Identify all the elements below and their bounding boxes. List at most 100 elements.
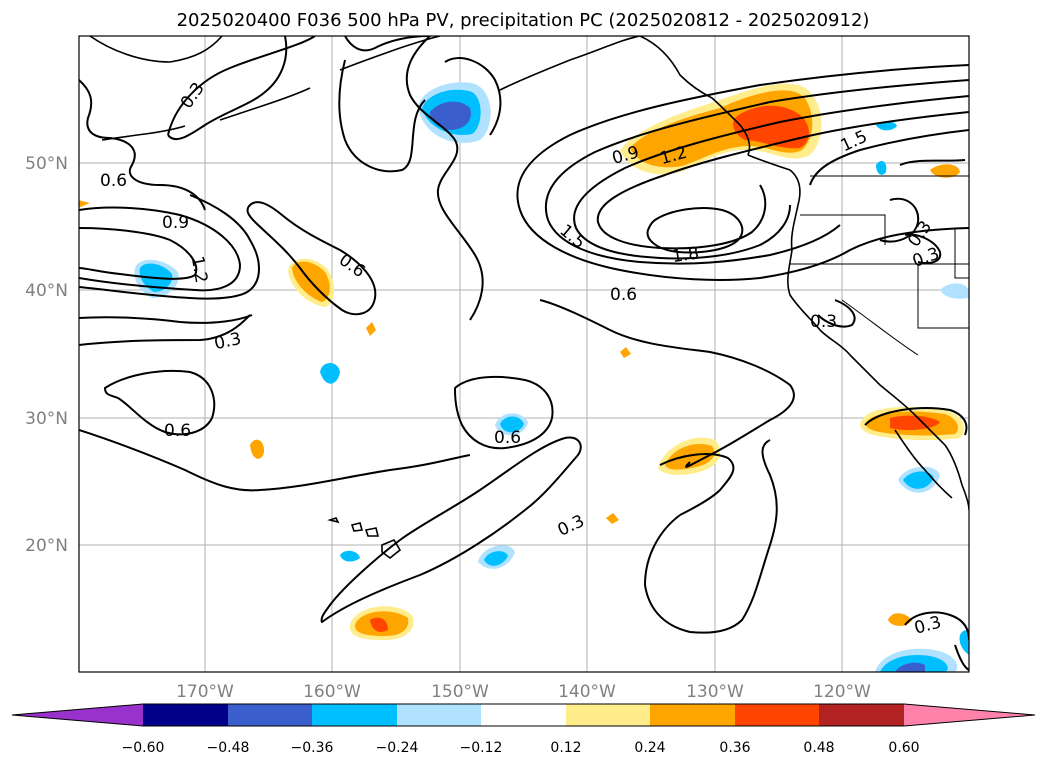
map-frame <box>78 35 970 673</box>
lat-label: 20°N <box>25 536 68 556</box>
lon-label: 130°W <box>686 682 744 702</box>
contour-0.3-se <box>904 611 969 641</box>
contour-label: 0.6 <box>494 428 521 448</box>
coast-alaska-south <box>499 36 641 91</box>
contour-label: 0.3 <box>177 79 209 113</box>
colorbar-segment <box>735 704 819 726</box>
precip-neg-small-8 <box>876 160 887 175</box>
colorbar: −0.60 −0.48 −0.36 −0.24 −0.12 0.12 0.24 … <box>11 703 1036 756</box>
precip-pos-small-2 <box>366 322 376 336</box>
colorbar-outline <box>11 703 1036 727</box>
contour-0.3-nw-b <box>167 36 288 141</box>
contour-0.3-nw <box>167 36 316 136</box>
contour-0.3-goa <box>405 36 484 321</box>
contour-1.2-jet <box>573 95 969 260</box>
precip-pos-small-3 <box>620 347 631 358</box>
precip-pos-small-1 <box>250 439 265 459</box>
contour-label: 1.8 <box>671 244 701 268</box>
colorbar-tick-label: 0.24 <box>634 740 665 756</box>
contour-0.3-diagonal <box>320 436 582 623</box>
colorbar-ticks: −0.60 −0.48 −0.36 −0.24 −0.12 0.12 0.24 … <box>122 740 920 756</box>
contour-0.6-blob <box>246 201 377 316</box>
coast-bering <box>89 36 223 63</box>
figure-title: 2025020400 F036 500 hPa PV, precipitatio… <box>177 10 870 31</box>
precip-neg-south-strong <box>895 662 925 672</box>
colorbar-segment <box>819 704 904 726</box>
coast-hawaii-3 <box>364 527 380 537</box>
coast-alaska-peninsula <box>339 36 441 71</box>
coast-california-n <box>787 249 851 356</box>
colorbar-segment <box>228 704 312 726</box>
contour-label: 1.5 <box>838 127 871 157</box>
colorbar-segment <box>566 704 650 726</box>
colorbar-tick-label: 0.36 <box>719 740 750 756</box>
contour-0.3-east-hook <box>659 453 735 516</box>
contour-0.6-loop-c <box>454 375 554 450</box>
precip-pos-mid-mid <box>665 444 715 470</box>
contour-0.3-central <box>79 429 471 492</box>
colorbar-tick-label: 0.60 <box>888 740 919 756</box>
precip-neg-small-1 <box>320 363 340 384</box>
borders <box>790 175 969 356</box>
coast-hawaii-1 <box>327 517 340 524</box>
contour-label: 1.5 <box>555 221 589 254</box>
contour-0.3-west-b <box>79 314 251 346</box>
border-nevada <box>917 265 969 329</box>
precip-pos-small-4 <box>606 513 619 524</box>
colorbar-segment <box>312 704 397 726</box>
colorbar-segment <box>650 704 735 726</box>
lon-label: 170°W <box>176 682 234 702</box>
coast-aleutians-w <box>101 125 186 141</box>
colorbar-segment <box>904 704 1035 726</box>
coast-mexico <box>961 484 969 511</box>
lat-label: 30°N <box>25 409 68 429</box>
coast-washington <box>747 154 801 251</box>
contour-label: 0.6 <box>100 171 127 191</box>
contour-label: 0.3 <box>555 511 588 541</box>
colorbar-tick-label: −0.12 <box>460 740 503 756</box>
contour-1.5-jet <box>596 111 969 250</box>
colorbar-tick-label: 0.48 <box>803 740 834 756</box>
contour-0.3-east-loop <box>644 439 778 634</box>
precip-pos-south-strong <box>370 617 388 632</box>
colorbar-tick-label: −0.60 <box>122 740 165 756</box>
contour-0.9-west <box>79 206 241 292</box>
colorbar-tick-label: −0.48 <box>207 740 250 756</box>
colorbar-segment <box>481 704 566 726</box>
contour-label: 1.2 <box>187 255 211 285</box>
contour-label: 0.3 <box>212 329 243 354</box>
colorbar-segment <box>143 704 228 726</box>
lon-label: 160°W <box>303 682 361 702</box>
contour-label: 0.6 <box>610 285 637 305</box>
precip-neg-goa-strong <box>430 101 471 130</box>
contour-0.3-baja <box>864 407 968 436</box>
border-wa-or <box>800 214 886 245</box>
contour-0.3-goa-right <box>444 57 502 136</box>
lat-label: 50°N <box>25 154 68 174</box>
lat-labels: 50°N 40°N 30°N 20°N <box>25 154 68 556</box>
contour-0.3-se-b <box>954 644 969 671</box>
precip-pos-small-6 <box>930 164 960 178</box>
colorbar-segments <box>11 703 1036 727</box>
contour-0.3-ne-a <box>879 197 920 243</box>
contour-1.8-core <box>646 207 744 254</box>
contour-0.9-jet <box>544 79 969 265</box>
pv-contours <box>79 36 969 671</box>
contour-0.6-west <box>79 79 206 211</box>
lon-label: 120°W <box>813 682 871 702</box>
contour-label: 0.9 <box>162 213 189 233</box>
contour-label: 0.3 <box>810 312 837 332</box>
colorbar-tick-label: −0.24 <box>376 740 419 756</box>
contour-0.3-coast <box>817 299 856 328</box>
contour-0.3-west <box>79 314 253 324</box>
lat-label: 40°N <box>25 281 68 301</box>
map-area: 0.3 0.6 0.9 1.2 0.6 0.3 0.6 0.6 0.9 1.2 … <box>79 36 969 672</box>
precip-neg-small-4 <box>340 550 360 562</box>
coast-aleutians-e <box>219 87 311 121</box>
coast-hawaii-2 <box>350 522 364 532</box>
contour-0.6-west-b <box>79 194 260 300</box>
contour-label: 0.6 <box>335 250 369 282</box>
coast-baja <box>894 429 953 499</box>
contour-0.6-jet <box>516 64 969 281</box>
